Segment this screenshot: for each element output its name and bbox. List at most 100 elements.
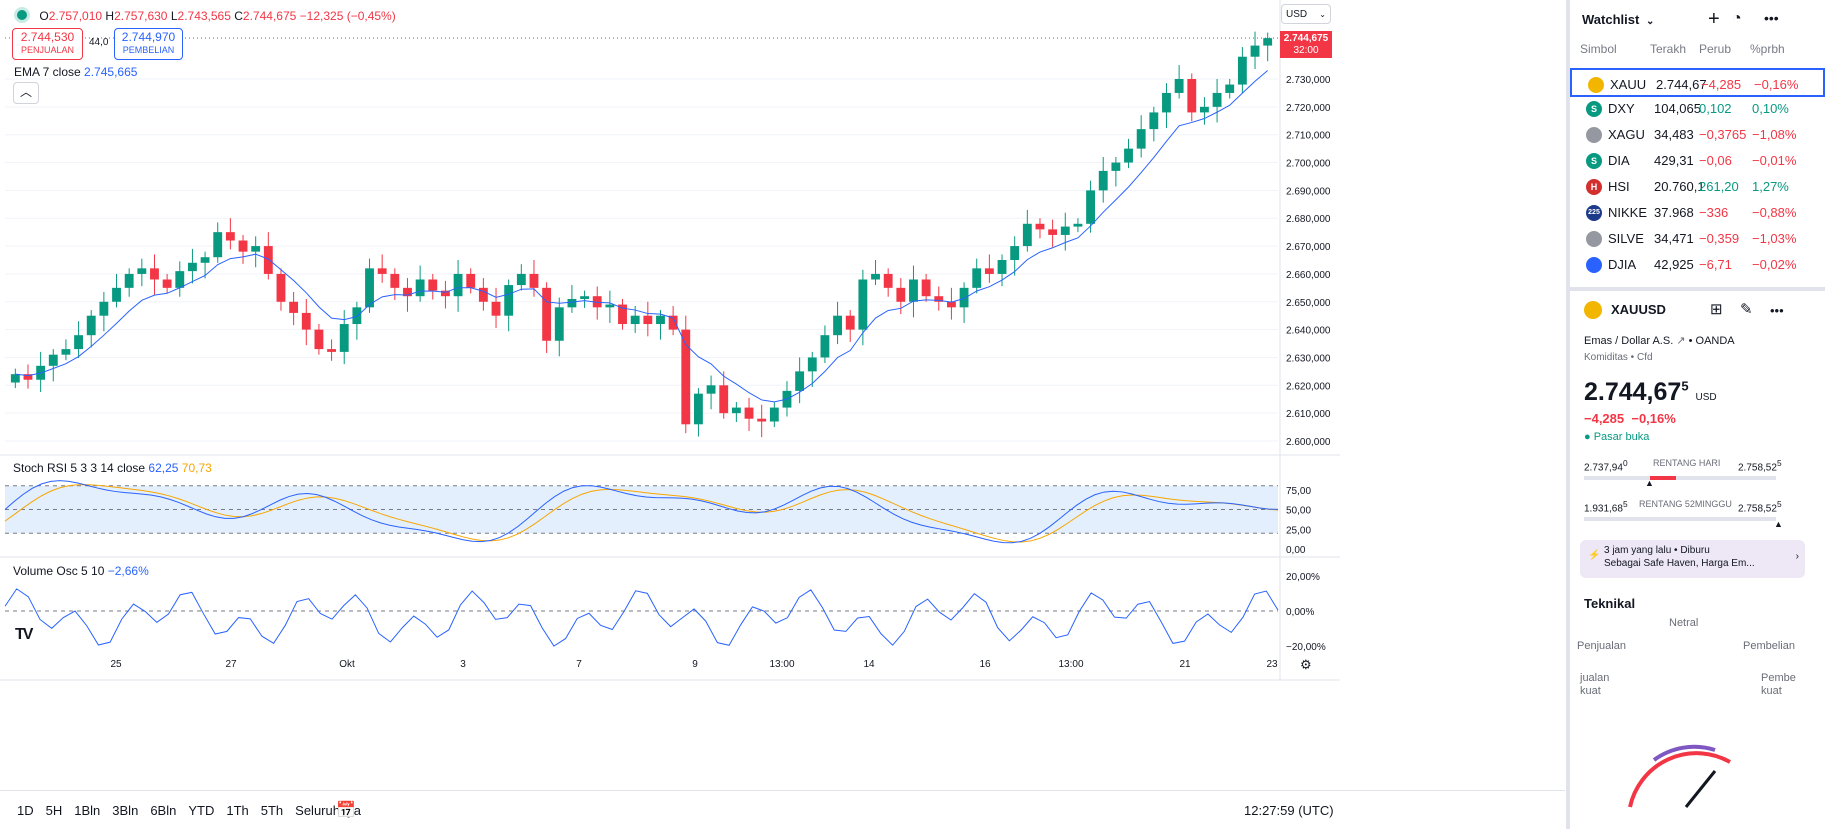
bar-countdown: 32:00 <box>1293 45 1319 56</box>
col-change[interactable]: Perub <box>1699 42 1732 56</box>
watchlist-pct: −1,08% <box>1752 127 1797 142</box>
watchlist-row-dia[interactable]: S DIA 429,31 −0,06 −0,01% <box>1570 146 1825 175</box>
candle-body <box>1060 226 1070 235</box>
detail-desc: Emas / Dollar A.S. <box>1584 335 1674 347</box>
range-button-6[interactable]: 1Th <box>226 803 249 818</box>
gear-icon[interactable]: ⚙ <box>1300 657 1312 672</box>
candle-body <box>934 296 944 302</box>
candle-body <box>48 354 58 366</box>
edit-icon[interactable]: ✎ <box>1740 301 1753 318</box>
price-tick-label: 2.730,000 <box>1286 75 1331 86</box>
watchlist-symbol: XAUU <box>1610 77 1647 92</box>
collapse-legend-button[interactable]: ︿ <box>13 82 39 104</box>
calendar-icon[interactable]: 📅 <box>336 802 356 819</box>
candle-body <box>187 262 197 272</box>
watchlist-symbol: DJIA <box>1608 257 1637 272</box>
sell-button[interactable]: 2.744,530 PENJUALAN <box>12 28 83 60</box>
col-symbol[interactable]: Simbol <box>1580 42 1617 56</box>
time-tick-label: 25 <box>110 659 122 670</box>
watchlist-row-xagu[interactable]: XAGU 34,483 −0,3765 −1,08% <box>1570 120 1825 149</box>
technicals-title[interactable]: Teknikal <box>1584 596 1636 611</box>
detail-price-value: 2.744,67 <box>1584 378 1682 406</box>
chart-area[interactable]: 2.730,000 2.720,000 2.710,000 2.700,000 2.69… <box>0 0 1560 790</box>
candle-body <box>1149 112 1159 130</box>
last-price-tag: 2.744,675 32:00 <box>1280 31 1332 58</box>
watchlist-change: 0,102 <box>1699 101 1732 116</box>
watchlist-pct: 0,10% <box>1752 101 1789 116</box>
candle-body <box>1111 162 1121 171</box>
candle-body <box>112 287 121 302</box>
right-panel: Watchlist ⌄ + ◔ ••• Simbol Terakh Perub … <box>1566 0 1825 829</box>
detail-type-line: Komiditas • Cfd <box>1584 352 1653 363</box>
range-button-2[interactable]: 1Bln <box>74 803 101 818</box>
currency-value: USD <box>1286 9 1308 20</box>
range-button-4[interactable]: 6Bln <box>150 803 177 818</box>
stoch-k-line <box>4 480 1279 544</box>
more-icon[interactable]: ••• <box>1770 303 1784 318</box>
watchlist-title[interactable]: Watchlist ⌄ <box>1582 12 1654 27</box>
range-button-5[interactable]: YTD <box>188 803 215 818</box>
open-value: 2.757,010 <box>48 9 103 23</box>
layout-icon[interactable]: ⊞ <box>1710 301 1723 318</box>
candle-body <box>61 349 71 355</box>
col-pct[interactable]: %prbh <box>1750 42 1785 56</box>
candle-body <box>769 407 779 422</box>
candle-body <box>213 232 223 258</box>
range-button-3[interactable]: 3Bln <box>112 803 139 818</box>
col-last[interactable]: Terakh <box>1650 42 1687 56</box>
candle-body <box>1086 190 1096 224</box>
external-link-icon[interactable]: ↗ <box>1676 335 1686 347</box>
news-card[interactable]: ⚡ 3 jam yang lalu • Diburu Sebagai Safe … <box>1580 540 1805 578</box>
gold-icon <box>1584 301 1602 319</box>
candle-body <box>377 268 387 274</box>
watchlist-pct: −1,03% <box>1752 231 1797 246</box>
range-button-1[interactable]: 5H <box>45 803 63 818</box>
bottom-toolbar: 1D 5H 1Bln 3Bln 6Bln YTD 1Th 5Th Seluruhnya 📅 12… <box>0 790 1565 830</box>
watchlist-symbol: XAGU <box>1608 127 1645 142</box>
candle-body <box>466 273 476 288</box>
time-tick-label: 21 <box>1179 659 1191 670</box>
volosc-value: −2,66% <box>107 564 149 578</box>
chevron-up-icon: ︿ <box>19 85 32 99</box>
range-button-8[interactable]: Seluruhnya <box>295 803 361 818</box>
day-low: 2.737,94 <box>1584 462 1623 474</box>
candle-body <box>668 315 678 330</box>
buy-button[interactable]: 2.744,970 PEMBELIAN <box>114 28 183 60</box>
candle-body <box>1174 79 1184 93</box>
range-button-7[interactable]: 5Th <box>260 803 284 818</box>
watchlist-row-xauu[interactable]: XAUU 2.744,67 −4,285 −0,16% <box>1570 68 1825 97</box>
market-status-icon <box>14 7 30 23</box>
chart-canvas[interactable]: 2.730,000 2.720,000 2.710,000 2.700,000 2.69… <box>0 0 1340 790</box>
close-value: 2.744,675 <box>242 9 297 23</box>
ohlc-legend: O2.757,010 H2.757,630 L2.743,565 C2.744,… <box>14 7 396 23</box>
watchlist-row-silve[interactable]: SILVE 34,471 −0,359 −1,03% <box>1570 224 1825 253</box>
watchlist-row-hsi[interactable]: H HSI 20.760,1 261,20 1,27% <box>1570 172 1825 201</box>
day-range-fill <box>1650 476 1676 480</box>
watchlist-row-nikke[interactable]: 225 NIKKE 37.968 −336 −0,88% <box>1570 198 1825 227</box>
price-tick-label: 2.690,000 <box>1286 186 1331 197</box>
gauge-neutral: Netral <box>1669 617 1699 629</box>
candle-body <box>845 315 855 330</box>
day-low-sup: 0 <box>1622 458 1628 468</box>
range-button-0[interactable]: 1D <box>17 803 34 818</box>
detail-broker[interactable]: OANDA <box>1695 335 1735 347</box>
candle-body <box>99 301 109 316</box>
watchlist-last: 20.760,1 <box>1654 179 1705 194</box>
w52-high: 2.758,52 <box>1738 503 1777 515</box>
watchlist-change: −0,06 <box>1699 153 1732 168</box>
detail-symbol[interactable]: XAUUSD <box>1611 302 1666 317</box>
watchlist-row-djia[interactable]: DJIA 42,925 −6,71 −0,02% <box>1570 250 1825 279</box>
alert-clock-icon[interactable]: ◔ <box>1732 10 1742 27</box>
tradingview-logo[interactable]: TV <box>15 626 34 643</box>
gauge-buy: Pembelian <box>1743 640 1795 652</box>
day-range-bar <box>1584 476 1776 480</box>
add-symbol-icon[interactable]: + <box>1708 8 1720 30</box>
time-tick-label: Okt <box>339 659 355 670</box>
more-icon[interactable]: ••• <box>1764 10 1779 26</box>
candle-body <box>984 268 994 274</box>
stoch-tick-label: 50,00 <box>1286 506 1311 517</box>
sell-label: PENJUALAN <box>20 45 74 55</box>
currency-select[interactable]: USD ⌄ <box>1281 4 1331 24</box>
watchlist-row-dxy[interactable]: S DXY 104,065 0,102 0,10% <box>1570 94 1825 123</box>
detail-price: 2.744,675 USD <box>1584 378 1717 407</box>
